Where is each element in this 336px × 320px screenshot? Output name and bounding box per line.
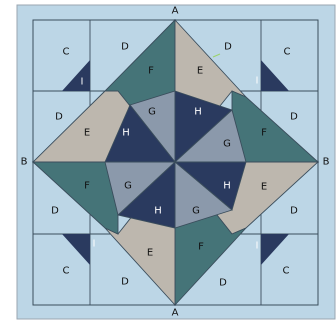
- label-g-ne: G: [223, 139, 231, 150]
- label-g-nw: G: [148, 107, 156, 118]
- label-f-top: F: [148, 66, 154, 77]
- label-i-bl: I: [93, 239, 96, 250]
- corner-triangles: [62, 60, 289, 265]
- label-d-2: D: [224, 42, 232, 53]
- label-d-3: D: [55, 112, 63, 123]
- accent-mark: [212, 53, 221, 58]
- label-h-se: H: [223, 181, 231, 192]
- label-g-sw: G: [124, 181, 132, 192]
- piece-i-tr: [261, 60, 289, 91]
- label-d-8: D: [219, 278, 227, 289]
- center-star: [104, 90, 247, 229]
- label-d-5: D: [51, 206, 59, 217]
- edge-label-bottom: A: [172, 308, 179, 319]
- label-e-top: E: [197, 66, 203, 77]
- label-c-tr: C: [284, 47, 291, 58]
- label-e-left: E: [84, 128, 90, 139]
- label-d-1: D: [121, 42, 129, 53]
- edge-label-right: B: [323, 157, 330, 168]
- label-f-right: F: [261, 128, 267, 139]
- piece-i-br: [261, 234, 289, 265]
- label-i-tr: I: [256, 76, 259, 87]
- label-g-se: G: [192, 206, 200, 217]
- piece-g-sw: [104, 161, 177, 216]
- label-d-4: D: [290, 112, 298, 123]
- label-h-nw: H: [122, 128, 130, 139]
- label-d-6: D: [290, 206, 298, 217]
- piece-i-bl: [62, 234, 90, 265]
- label-h-ne: H: [194, 107, 202, 118]
- label-i-br: I: [256, 241, 259, 252]
- label-e-right: E: [261, 182, 267, 193]
- edge-label-top: A: [172, 6, 179, 17]
- label-c-br: C: [283, 266, 290, 277]
- label-f-left: F: [84, 181, 90, 192]
- label-f-bottom: F: [198, 242, 204, 253]
- label-d-7: D: [121, 277, 129, 288]
- label-i-tl: I: [81, 77, 84, 88]
- piece-i-tl: [62, 60, 90, 91]
- label-e-bottom: E: [147, 248, 153, 259]
- label-c-tl: C: [63, 47, 70, 58]
- edge-label-left: B: [21, 157, 28, 168]
- label-h-sw: H: [154, 206, 162, 217]
- label-c-bl: C: [63, 266, 70, 277]
